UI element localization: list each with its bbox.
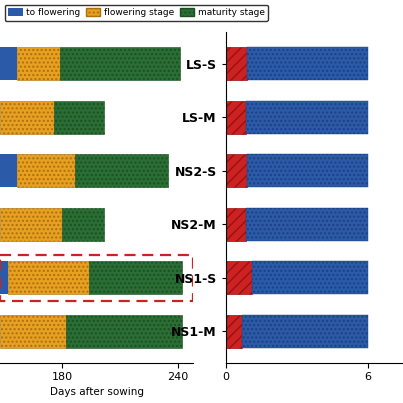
Bar bbox=[62, 208, 104, 241]
Bar bbox=[0, 261, 8, 294]
Legend: to flowering, flowering stage, maturity stage: to flowering, flowering stage, maturity … bbox=[4, 4, 268, 21]
Bar bbox=[89, 261, 182, 294]
Bar bbox=[60, 47, 180, 81]
Bar bbox=[226, 261, 252, 294]
Bar bbox=[242, 314, 368, 348]
Bar bbox=[247, 154, 368, 187]
Bar bbox=[0, 101, 54, 134]
Bar bbox=[17, 154, 75, 187]
Bar bbox=[17, 47, 60, 81]
Bar bbox=[246, 101, 368, 134]
Bar bbox=[0, 154, 17, 187]
Bar bbox=[246, 208, 368, 241]
Bar bbox=[75, 154, 168, 187]
Bar bbox=[226, 208, 246, 241]
Bar bbox=[0, 208, 62, 241]
Bar bbox=[226, 314, 242, 348]
Bar bbox=[54, 101, 104, 134]
Bar bbox=[252, 261, 368, 294]
Bar bbox=[226, 47, 247, 81]
Bar bbox=[247, 47, 368, 81]
X-axis label: Days after sowing: Days after sowing bbox=[50, 386, 144, 397]
Bar bbox=[226, 101, 246, 134]
Bar bbox=[8, 261, 89, 294]
Bar bbox=[66, 314, 182, 348]
Bar bbox=[0, 314, 66, 348]
Bar bbox=[0, 47, 17, 81]
Bar bbox=[226, 154, 247, 187]
